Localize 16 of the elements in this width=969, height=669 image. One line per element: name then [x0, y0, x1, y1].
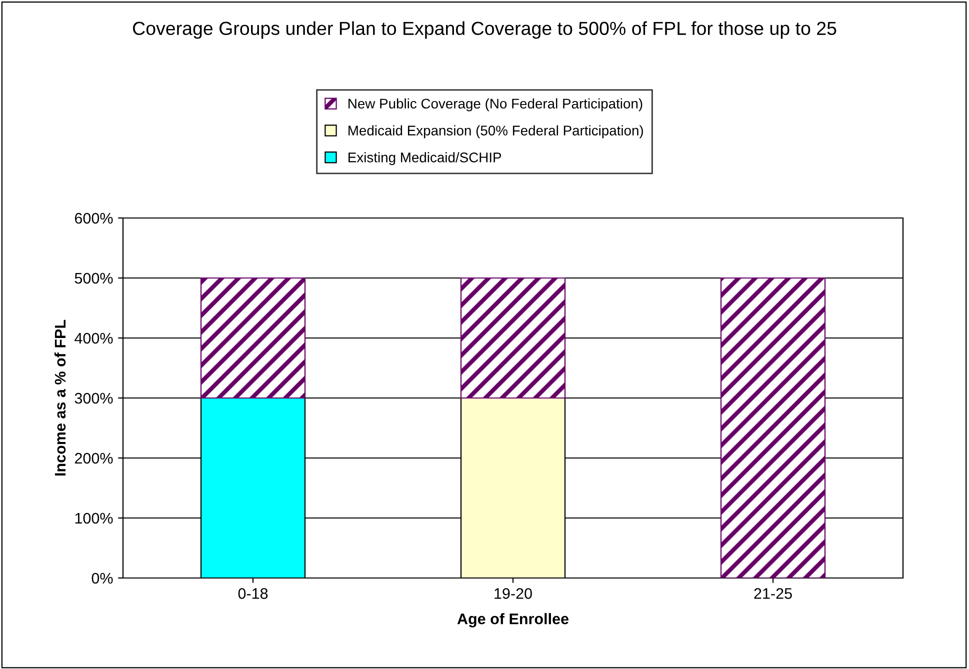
y-tick-label: 500% — [74, 272, 113, 284]
y-tick-label: 100% — [75, 512, 113, 524]
y-tick-label: 300% — [74, 392, 113, 404]
y-tick-label: 0% — [92, 572, 113, 584]
y-tick-label: 400% — [74, 332, 113, 344]
x-axis-title: Age of Enrollee — [457, 613, 569, 628]
legend-label: Medicaid Expansion (50% Federal Participation) — [348, 125, 643, 138]
x-tick-label: 19-20 — [494, 588, 532, 599]
y-tick-label: 600% — [74, 212, 113, 224]
y-axis-title: Income as a % of FPL — [54, 320, 66, 476]
legend-label: Existing Medicaid/SCHIP — [348, 152, 502, 166]
x-tick-label: 21-25 — [754, 588, 792, 599]
chart-title: Coverage Groups under Plan to Expand Coverage to 500% of FPL for those up to 25 — [133, 21, 836, 39]
y-tick-label: 200% — [74, 452, 113, 464]
x-tick-label: 0-18 — [238, 588, 268, 599]
legend-label: New Public Coverage (No Federal Participation) — [348, 98, 642, 112]
